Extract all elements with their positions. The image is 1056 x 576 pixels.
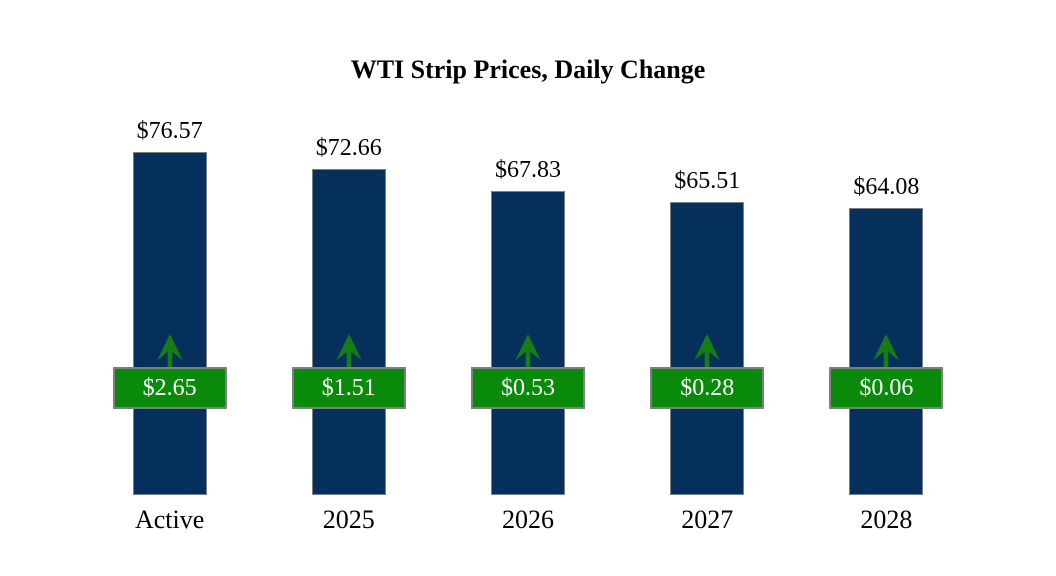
category-label: Active [134, 505, 205, 534]
daily-change-badge: $0.28 [650, 367, 765, 409]
plot-area: $76.57 $2.65 Active $72.66 $1.51 2025 $6… [80, 95, 976, 534]
up-arrow-icon [515, 333, 541, 367]
bar-group-2026: $67.83 $0.53 2026 [438, 95, 617, 534]
bar-group-2025: $72.66 $1.51 2025 [259, 95, 438, 534]
bar-group-active: $76.57 $2.65 Active [80, 95, 259, 534]
daily-change-badge: $1.51 [291, 367, 406, 409]
category-label: 2026 [502, 505, 554, 534]
price-label: $65.51 [674, 168, 741, 194]
daily-change-badge: $2.65 [112, 367, 227, 409]
price-label: $72.66 [315, 135, 382, 161]
daily-change-badge: $0.53 [471, 367, 585, 409]
bar-group-2028: $64.08 $0.06 2028 [797, 95, 976, 534]
price-label: $64.08 [853, 174, 920, 200]
price-bar [311, 169, 386, 495]
up-arrow-icon [694, 333, 720, 367]
daily-change-badge: $0.06 [829, 367, 944, 409]
price-bar [132, 152, 207, 495]
price-label: $76.57 [136, 118, 203, 144]
up-arrow-icon [156, 333, 183, 367]
category-label: 2027 [681, 505, 734, 534]
up-arrow-icon [336, 333, 362, 367]
up-arrow-icon [873, 333, 900, 367]
category-label: 2028 [860, 505, 913, 534]
bar-group-2027: $65.51 $0.28 2027 [618, 95, 797, 534]
category-label: 2025 [322, 505, 375, 534]
price-label: $67.83 [495, 157, 561, 183]
chart-title: WTI Strip Prices, Daily Change [350, 55, 706, 84]
